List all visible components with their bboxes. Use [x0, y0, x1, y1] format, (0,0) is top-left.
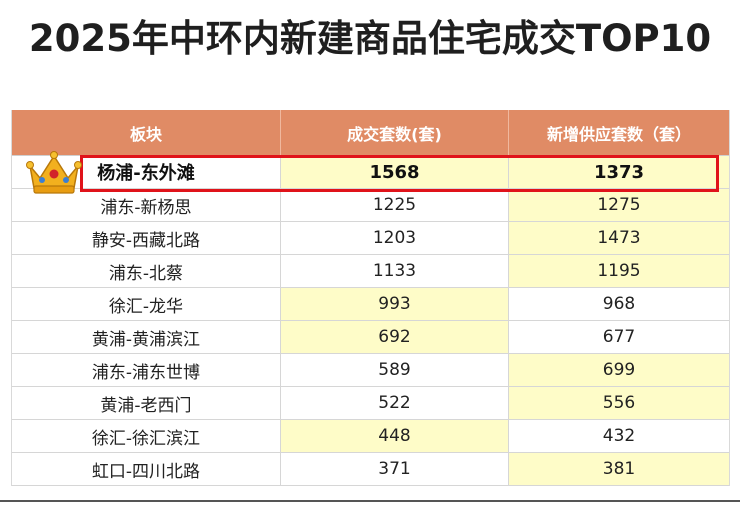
deals-cell: 371: [281, 453, 509, 485]
plate-cell: 浦东-新杨思: [12, 189, 281, 221]
deals-cell: 1133: [281, 255, 509, 287]
column-header-deals: 成交套数(套): [281, 110, 509, 155]
column-header-plate: 板块: [12, 110, 281, 155]
table-row: 杨浦-东外滩 1568 1373: [12, 156, 729, 189]
plate-cell: 浦东-浦东世博: [12, 354, 281, 386]
plate-cell: 杨浦-东外滩: [12, 156, 281, 188]
deals-cell: 589: [281, 354, 509, 386]
new-supply-cell: 432: [602, 426, 636, 446]
bottom-divider: [0, 500, 740, 502]
new-supply-cell: 699: [509, 354, 729, 386]
deals-cell: 692: [281, 321, 509, 353]
plate-cell: 徐汇-龙华: [12, 288, 281, 320]
table-row: 黄浦-老西门 522 556: [12, 387, 729, 420]
table-row: 黄浦-黄浦滨江 692 677: [12, 321, 729, 354]
deals-cell: 993: [281, 288, 509, 320]
new-supply-cell: 1195: [509, 255, 729, 287]
page-title: 2025年中环内新建商品住宅成交TOP10: [28, 17, 712, 60]
new-supply-cell: 381: [509, 453, 729, 485]
table-header: 板块 成交套数(套) 新增供应套数（套）: [12, 110, 729, 156]
table-row: 浦东-新杨思 1225 1275: [12, 189, 729, 222]
new-supply-cell: 677: [602, 327, 636, 347]
deals-cell: 522: [281, 387, 509, 419]
new-supply-cell: 1473: [509, 222, 729, 254]
table-row: 徐汇-徐汇滨江 448 432: [12, 420, 729, 453]
ranking-table: 板块 成交套数(套) 新增供应套数（套） 杨浦-东外滩 1568 1373 浦东…: [11, 110, 730, 486]
table-row: 浦东-浦东世博 589 699: [12, 354, 729, 387]
plate-cell: 虹口-四川北路: [12, 453, 281, 485]
deals-cell: 1225: [281, 189, 509, 221]
new-supply-cell: 1373: [509, 156, 729, 188]
plate-cell: 浦东-北蔡: [12, 255, 281, 287]
column-header-new-supply: 新增供应套数（套）: [546, 124, 691, 144]
table-row: 静安-西藏北路 1203 1473: [12, 222, 729, 255]
plate-cell: 徐汇-徐汇滨江: [12, 420, 281, 452]
plate-cell: 黄浦-黄浦滨江: [12, 321, 281, 353]
table-row: 浦东-北蔡 1133 1195: [12, 255, 729, 288]
plate-cell: 静安-西藏北路: [12, 222, 281, 254]
crown-icon: [26, 151, 82, 194]
table-row: 虹口-四川北路 371 381: [12, 453, 729, 486]
new-supply-cell: 968: [602, 294, 636, 314]
plate-cell: 黄浦-老西门: [12, 387, 281, 419]
table-row: 徐汇-龙华 993 968: [12, 288, 729, 321]
deals-cell: 448: [281, 420, 509, 452]
new-supply-cell: 556: [509, 387, 729, 419]
new-supply-cell: 1275: [509, 189, 729, 221]
deals-cell: 1203: [281, 222, 509, 254]
deals-cell: 1568: [281, 156, 509, 188]
